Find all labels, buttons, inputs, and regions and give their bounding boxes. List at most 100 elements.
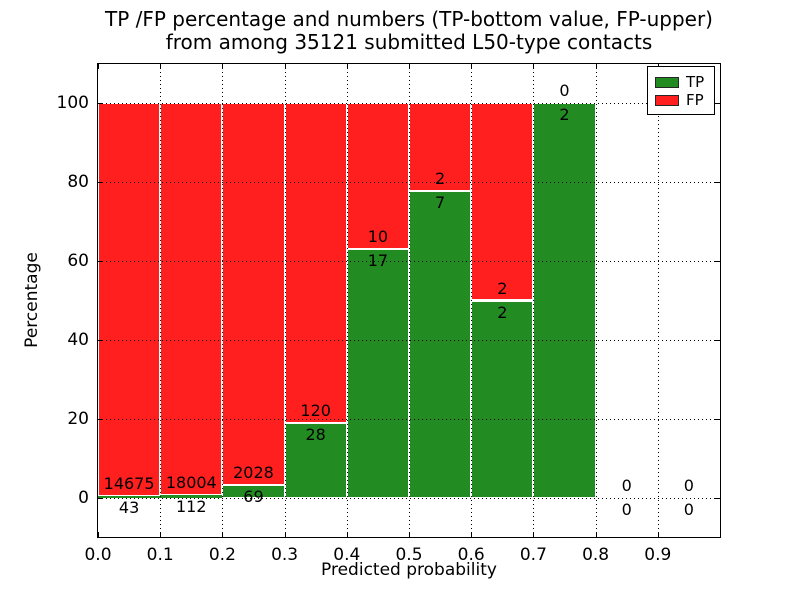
x-tick-mark-top <box>222 64 224 69</box>
bar-segment-tp <box>346 249 409 498</box>
grid-line-x <box>409 64 410 537</box>
grid-line-x <box>471 64 473 537</box>
bar-label-tp: 0 <box>683 499 694 519</box>
y-tick-label: 20 <box>67 408 89 429</box>
bar-label-fp: 18004 <box>165 473 217 493</box>
fp-legend-label: FP <box>686 91 704 109</box>
x-tick-mark <box>533 532 535 537</box>
y-tick-mark <box>98 339 103 341</box>
bar-label-tp: 17 <box>367 251 389 271</box>
bar-segment-tp <box>98 496 161 498</box>
x-tick-label: 0.7 <box>519 545 547 565</box>
x-tick-mark-top <box>98 64 99 69</box>
x-tick-mark <box>222 532 224 537</box>
x-tick-mark <box>346 532 348 537</box>
x-tick-label: 0.4 <box>333 545 361 565</box>
x-tick-mark-top <box>346 64 348 69</box>
bar-label-tp: 69 <box>243 486 264 506</box>
bar-label-fp: 2 <box>497 278 508 298</box>
x-tick-label: 0.6 <box>457 545 485 565</box>
grid-line-x <box>222 64 224 537</box>
grid-line-x <box>160 64 162 537</box>
y-tick-mark-right <box>715 103 720 105</box>
x-tick-mark <box>160 532 162 537</box>
plot-area: TP FP 14675 43 18004 112 2028 69 120 28 10 17 2 7 2 2… <box>57 63 721 565</box>
bar-label-tp: 112 <box>176 497 207 517</box>
bar-label-tp: 0 <box>621 499 632 519</box>
x-tick-label: 0.9 <box>644 545 672 565</box>
bar-label-fp: 120 <box>300 401 331 420</box>
x-tick-mark <box>98 532 99 537</box>
bar-segment-fp <box>160 103 223 496</box>
chart-title: TP /FP percentage and numbers (TP-bottom… <box>97 8 721 54</box>
grid-line-x <box>657 64 659 537</box>
tp-swatch-icon <box>655 76 679 88</box>
grid-line-x <box>595 64 597 537</box>
chart-title-line2: from among 35121 submitted L50-type cont… <box>165 30 653 54</box>
x-tick-mark <box>595 532 597 537</box>
bar-label-tp: 43 <box>118 498 140 518</box>
bar-label-fp: 14675 <box>103 474 155 494</box>
y-tick-mark <box>98 418 103 420</box>
grid-line-x <box>284 64 286 537</box>
legend: TP FP <box>647 66 715 115</box>
bar-segment-fp <box>284 103 347 423</box>
bar-label-tp: 28 <box>305 425 326 444</box>
y-tick-label: 0 <box>78 487 89 508</box>
legend-item-tp: TP <box>655 74 714 90</box>
bar-label-tp: 2 <box>497 302 508 322</box>
x-tick-mark-top <box>284 64 286 69</box>
chart-title-line1: TP /FP percentage and numbers (TP-bottom… <box>105 7 713 31</box>
bar-label-fp: 0 <box>621 475 632 495</box>
y-tick-mark-right <box>715 418 720 420</box>
grid-line-x <box>346 64 348 537</box>
x-tick-label: 0.2 <box>208 545 236 565</box>
bar-segment-fp <box>98 103 161 497</box>
bar-segment-tp <box>471 300 534 498</box>
legend-item-fp: FP <box>655 92 714 108</box>
bar-label-tp: 2 <box>559 105 570 125</box>
bar-segment-fp <box>471 103 534 301</box>
y-tick-label: 80 <box>67 172 89 193</box>
bar-segment-tp <box>409 191 472 498</box>
x-tick-label: 0.5 <box>395 545 423 565</box>
bar-label-tp: 7 <box>435 193 446 212</box>
bar-label-fp: 2028 <box>233 462 274 482</box>
y-tick-mark-right <box>715 497 720 499</box>
x-tick-mark <box>657 532 659 537</box>
bar-label-fp: 10 <box>367 227 389 247</box>
y-tick-mark <box>98 497 103 499</box>
y-tick-label: 60 <box>67 251 89 272</box>
x-tick-mark <box>409 532 410 537</box>
y-tick-mark <box>98 103 103 105</box>
x-tick-mark-top <box>409 64 410 69</box>
x-tick-mark-top <box>595 64 597 69</box>
x-tick-mark <box>284 532 286 537</box>
x-axis-label: Predicted probability <box>321 560 497 580</box>
bar-segment-tp <box>284 423 347 498</box>
bar-label-fp: 0 <box>683 475 694 495</box>
fp-swatch-icon <box>655 94 679 106</box>
x-tick-label: 0.1 <box>146 545 174 565</box>
bar-segment-tp <box>533 103 596 498</box>
y-tick-mark <box>98 261 103 263</box>
x-tick-label: 0.3 <box>271 545 299 565</box>
x-tick-mark-top <box>471 64 473 69</box>
y-tick-mark <box>98 182 103 184</box>
y-tick-mark-right <box>715 339 720 341</box>
bar-segment-tp <box>160 495 223 498</box>
y-tick-mark-right <box>715 261 720 263</box>
y-tick-label: 100 <box>56 93 89 114</box>
grid-line-x <box>533 64 535 537</box>
x-tick-mark <box>471 532 473 537</box>
tp-legend-label: TP <box>686 73 705 91</box>
x-tick-label: 0.8 <box>582 545 610 565</box>
y-tick-mark-right <box>715 182 720 184</box>
bar-label-fp: 0 <box>559 81 570 101</box>
x-tick-label: 0.0 <box>84 545 112 565</box>
y-tick-label: 40 <box>67 329 89 350</box>
bar-segment-fp <box>222 103 285 485</box>
x-tick-mark-top <box>533 64 535 69</box>
bar-label-fp: 2 <box>435 169 446 188</box>
